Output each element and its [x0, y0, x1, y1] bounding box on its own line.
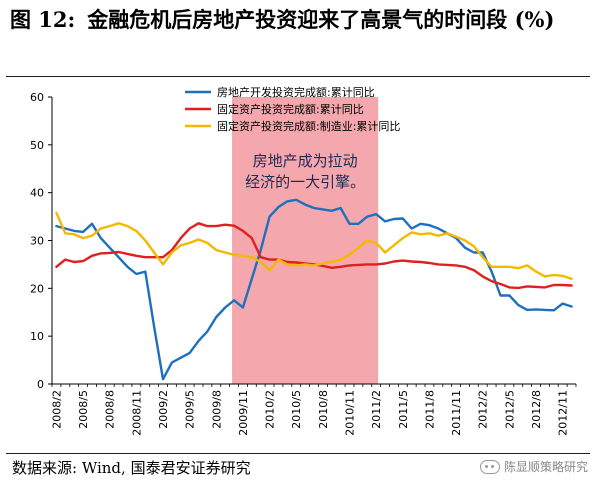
x-tick-label: 2011/8 [423, 390, 436, 429]
y-tick-label: 20 [30, 282, 44, 295]
x-tick-label: 2010/8 [317, 390, 330, 429]
y-tick-label: 10 [30, 330, 44, 343]
top-rule [6, 76, 590, 77]
annotation-text: 房地产成为拉动 [253, 152, 358, 170]
watermark: 陈显顺策略研究 [479, 458, 588, 475]
x-tick-label: 2008/8 [104, 390, 117, 429]
x-tick-label: 2012/5 [503, 390, 516, 429]
x-tick-label: 2008/5 [77, 390, 90, 429]
x-tick-label: 2012/2 [477, 390, 490, 429]
x-tick-label: 2010/11 [344, 390, 357, 436]
x-tick-label: 2012/11 [557, 390, 570, 436]
y-tick-label: 40 [30, 187, 44, 200]
x-tick-label: 2011/11 [450, 390, 463, 436]
legend-label-1: 房地产开发投资完成额:累计同比 [217, 85, 375, 99]
watermark-text: 陈显顺策略研究 [503, 460, 588, 474]
x-tick-label: 2009/5 [184, 390, 197, 429]
figure-title: 图 12: 金融危机后房地产投资迎来了高景气的时间段 (%) [10, 4, 590, 35]
figure-number: 图 12: [10, 7, 76, 32]
x-tick-label: 2012/8 [530, 390, 543, 429]
y-tick-label: 50 [30, 139, 44, 152]
highlight-band [232, 97, 379, 384]
source-note: 数据来源: Wind, 国泰君安证券研究 [12, 459, 251, 477]
x-tick-label: 2008/11 [130, 390, 143, 436]
x-tick-label: 2011/2 [370, 390, 383, 429]
y-tick-label: 60 [30, 91, 44, 104]
legend-label-3: 固定资产投资完成额:制造业:累计同比 [217, 119, 400, 133]
y-tick-label: 30 [30, 235, 44, 248]
wechat-icon [479, 459, 500, 474]
x-tick-label: 2010/5 [290, 390, 303, 429]
y-tick-label: 0 [37, 378, 44, 391]
x-tick-label: 2009/8 [210, 390, 223, 429]
series-line-3 [55, 211, 573, 280]
legend-label-2: 固定资产投资完成额:累计同比 [217, 102, 364, 116]
annotation-text: 经济的一大引擎。 [245, 173, 365, 191]
x-tick-label: 2008/2 [50, 390, 63, 429]
x-tick-label: 2010/2 [264, 390, 277, 429]
figure-title-text: 金融危机后房地产投资迎来了高景气的时间段 (%) [87, 7, 555, 32]
x-tick-label: 2009/2 [157, 390, 170, 429]
x-tick-label: 2011/5 [397, 390, 410, 429]
bottom-rule [6, 453, 590, 454]
x-tick-label: 2009/11 [237, 390, 250, 436]
